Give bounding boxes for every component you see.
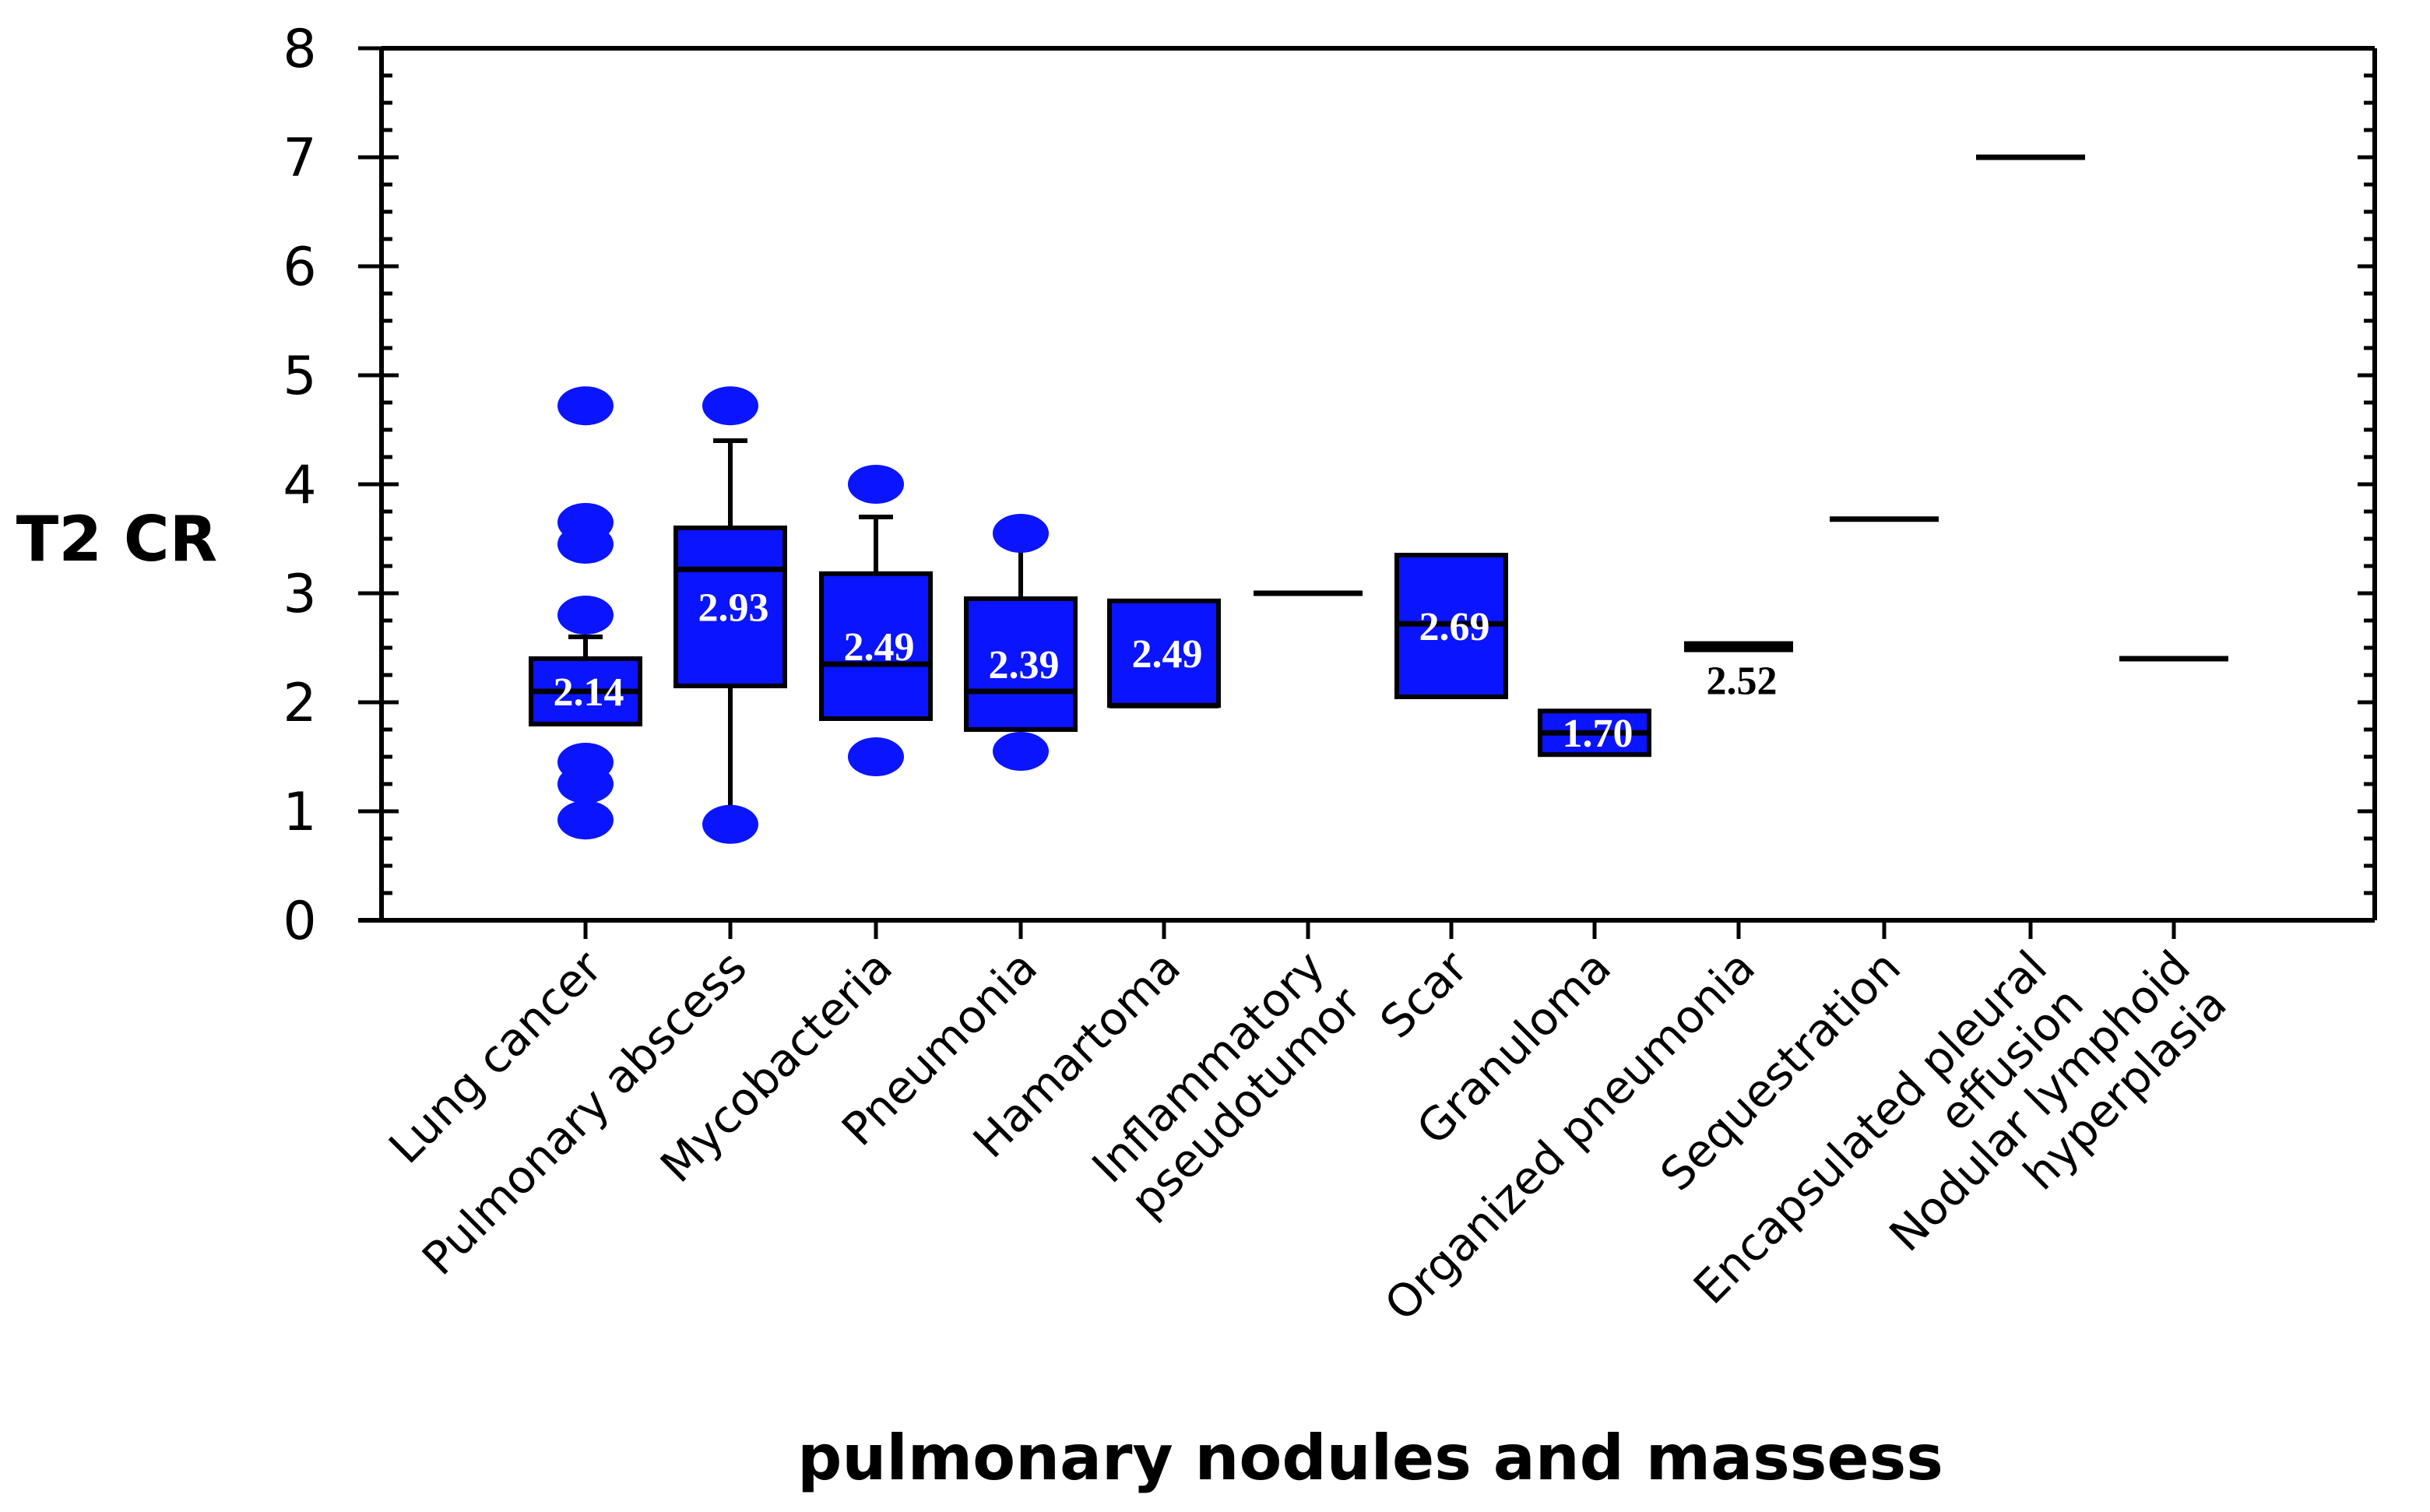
outlier-point <box>702 386 758 426</box>
category-label: Scar <box>1370 941 1478 1049</box>
y-tick-label: 0 <box>283 891 316 952</box>
category-label-line: Scar <box>1370 941 1478 1049</box>
mean-label: 1.70 <box>1563 712 1633 756</box>
outlier-point <box>557 596 614 635</box>
mean-label: 2.69 <box>1419 605 1490 649</box>
x-axis-title: pulmonary nodules and massess <box>797 1422 1943 1494</box>
y-tick-label: 6 <box>283 237 316 298</box>
box-plot-marks: 2.14 2.93 2.49 2.39 2.49 2.69 1.70 2.52 <box>529 154 2228 844</box>
mean-label: 2.52 <box>1707 659 1778 704</box>
y-tick-label: 2 <box>283 673 316 734</box>
outlier-point <box>993 514 1049 553</box>
mean-label: 2.14 <box>554 670 624 715</box>
box-group: 2.93 <box>673 386 787 844</box>
iqr-box <box>1684 641 1793 652</box>
outlier-point <box>848 737 904 776</box>
y-tick-label: 1 <box>283 782 316 843</box>
outlier-point <box>702 804 758 844</box>
box-group: 2.52 <box>1684 641 1793 704</box>
y-tick-label: 3 <box>283 564 316 625</box>
iqr-box <box>673 526 787 688</box>
outlier-point <box>557 800 614 840</box>
box-group: 2.49 <box>819 465 933 776</box>
iqr-box <box>964 596 1078 732</box>
mean-label: 2.49 <box>844 625 915 670</box>
box-group: 2.14 <box>529 386 642 840</box>
mean-label: 2.49 <box>1132 632 1203 677</box>
box-group: 2.69 <box>1394 553 1508 699</box>
outlier-point <box>557 525 614 564</box>
mean-label: 2.39 <box>989 643 1060 687</box>
box-group: 2.39 <box>964 514 1078 771</box>
outlier-point <box>557 765 614 803</box>
plot-axes <box>358 46 2377 923</box>
outlier-point <box>557 386 614 426</box>
outlier-point <box>848 465 904 504</box>
y-tick-label: 4 <box>283 455 316 516</box>
box-group: 2.49 <box>1107 598 1221 709</box>
y-tick-label: 7 <box>283 128 316 189</box>
y-axis-title: T2 CR <box>16 503 217 575</box>
box-group: 1.70 <box>1538 709 1651 758</box>
y-axis-ticks: 0 1 2 3 4 5 6 7 8 <box>283 19 2375 952</box>
mean-label: 2.93 <box>698 586 769 631</box>
y-tick-label: 8 <box>283 19 316 80</box>
outlier-point <box>993 732 1049 771</box>
iqr-box <box>819 571 933 721</box>
y-tick-label: 5 <box>283 346 316 407</box>
